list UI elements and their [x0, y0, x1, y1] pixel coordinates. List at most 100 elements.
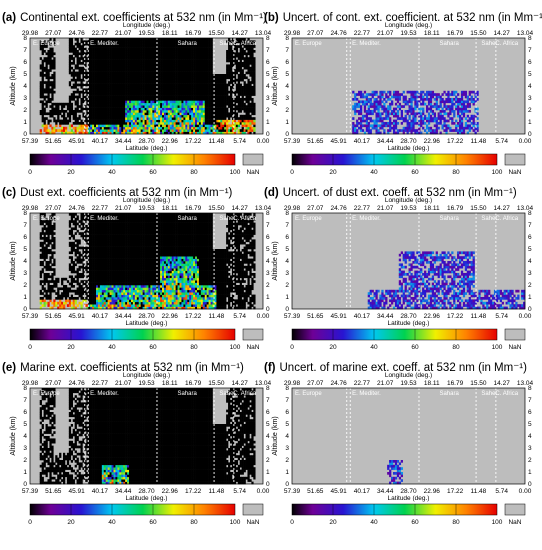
panel-f: (f) Uncert. of marine ext. coeff. at 532 … — [264, 362, 534, 526]
latitude-tick: 51.65 — [45, 138, 62, 145]
altitude-tick-right: 6 — [528, 409, 532, 416]
longitude-tick: 15.50 — [208, 30, 225, 37]
region-label: E. Mediter. — [90, 41, 119, 47]
altitude-tick-left: 2 — [285, 107, 289, 114]
altitude-tick-left: 7 — [285, 47, 289, 54]
heatmap-cells — [39, 213, 256, 310]
longitude-label: Longitude (deg.) — [385, 22, 432, 29]
longitude-tick: 16.79 — [447, 30, 464, 37]
altitude-tick-left: 4 — [23, 258, 27, 265]
colorbar-tick: 0 — [290, 169, 294, 176]
region-label: E. Mediter. — [90, 391, 119, 397]
altitude-tick-left: 8 — [285, 385, 289, 392]
colorbar-tick: 20 — [329, 344, 337, 351]
altitude-tick-right: 7 — [528, 397, 532, 404]
altitude-tick-right: 2 — [266, 282, 270, 289]
altitude-tick-left: 3 — [23, 95, 27, 102]
altitude-tick-right: 0 — [266, 481, 270, 488]
altitude-label: Altitude (km) — [272, 241, 279, 280]
region-label: C. Africa — [233, 391, 256, 397]
region-label: C. Africa — [233, 216, 256, 222]
nan-label: NaN — [508, 169, 521, 176]
colorbar-tick: 80 — [190, 344, 198, 351]
altitude-tick-right: 1 — [266, 119, 270, 126]
latitude-tick: 45.91 — [330, 313, 347, 320]
region-label: E. Europe — [33, 216, 60, 222]
longitude-tick: 14.27 — [232, 380, 249, 387]
altitude-tick-left: 6 — [23, 409, 27, 416]
panel-title: (a) Continental ext. coefficients at 532 … — [2, 12, 267, 24]
nan-swatch — [504, 153, 526, 166]
panel-letter: (e) — [2, 362, 16, 374]
region-label: Sahara — [439, 391, 459, 397]
colorbar — [291, 328, 498, 341]
plot-frame — [29, 387, 264, 485]
altitude-tick-left: 1 — [285, 469, 289, 476]
altitude-tick-right: 6 — [266, 234, 270, 241]
region-label: C. Africa — [233, 41, 256, 47]
altitude-tick-left: 8 — [285, 35, 289, 42]
altitude-tick-right: 4 — [266, 258, 270, 265]
region-label: Sahel — [481, 216, 496, 222]
latitude-tick: 0.00 — [257, 488, 270, 495]
altitude-tick-right: 1 — [528, 119, 532, 126]
latitude-tick: 40.17 — [354, 138, 371, 145]
panel-title-text: Uncert. of marine ext. coeff. at 532 nm … — [280, 362, 528, 374]
nan-swatch — [242, 153, 264, 166]
altitude-tick-right: 6 — [266, 409, 270, 416]
latitude-tick: 28.70 — [400, 313, 417, 320]
latitude-tick: 0.00 — [519, 138, 532, 145]
latitude-tick: 28.70 — [400, 138, 417, 145]
altitude-tick-left: 3 — [285, 270, 289, 277]
altitude-tick-right: 6 — [528, 234, 532, 241]
altitude-label: Altitude (km) — [10, 241, 17, 280]
latitude-tick: 51.65 — [45, 488, 62, 495]
altitude-tick-left: 4 — [285, 83, 289, 90]
colorbar-tick: 40 — [108, 344, 116, 351]
longitude-tick: 27.07 — [307, 205, 324, 212]
altitude-tick-right: 0 — [528, 481, 532, 488]
altitude-tick-right: 7 — [528, 222, 532, 229]
nan-label: NaN — [246, 344, 259, 351]
plot-frame — [291, 387, 526, 485]
region-label: E. Mediter. — [90, 216, 119, 222]
longitude-tick: 19.53 — [400, 205, 417, 212]
altitude-tick-right: 3 — [266, 270, 270, 277]
altitude-tick-left: 0 — [23, 131, 27, 138]
latitude-tick: 22.96 — [424, 138, 441, 145]
longitude-tick: 16.79 — [447, 205, 464, 212]
latitude-tick: 28.70 — [138, 313, 155, 320]
latitude-tick: 51.65 — [307, 313, 324, 320]
latitude-tick: 17.22 — [185, 138, 202, 145]
longitude-tick: 24.76 — [330, 30, 347, 37]
altitude-tick-right: 8 — [528, 385, 532, 392]
panel-b: (b) Uncert. of cont. ext. coefficient. at… — [264, 12, 542, 176]
latitude-tick: 51.65 — [45, 313, 62, 320]
latitude-tick: 51.65 — [307, 138, 324, 145]
longitude-tick: 21.07 — [377, 205, 394, 212]
colorbar-tick: 80 — [452, 169, 460, 176]
panel-e: (e) Marine ext. coefficients at 532 nm (i… — [2, 362, 272, 526]
colorbar-tick: 40 — [108, 519, 116, 526]
colorbar-tick: 0 — [28, 169, 32, 176]
altitude-label: Altitude (km) — [10, 66, 17, 105]
colorbar-tick: 40 — [370, 344, 378, 351]
panel-letter: (f) — [264, 362, 276, 374]
longitude-tick: 13.04 — [517, 205, 534, 212]
nan-swatch — [504, 503, 526, 516]
altitude-tick-left: 0 — [23, 481, 27, 488]
altitude-tick-left: 0 — [285, 131, 289, 138]
nan-label: NaN — [508, 344, 521, 351]
altitude-tick-right: 3 — [528, 445, 532, 452]
colorbar-tick: 100 — [492, 169, 503, 176]
latitude-tick: 45.91 — [68, 138, 85, 145]
colorbar-tick: 60 — [149, 169, 157, 176]
nan-label: NaN — [246, 169, 259, 176]
altitude-tick-left: 5 — [285, 246, 289, 253]
colorbar-tick: 100 — [492, 344, 503, 351]
altitude-tick-right: 1 — [528, 294, 532, 301]
longitude-tick: 15.50 — [470, 30, 487, 37]
altitude-tick-right: 7 — [266, 222, 270, 229]
altitude-tick-right: 8 — [528, 210, 532, 217]
altitude-tick-right: 7 — [266, 397, 270, 404]
